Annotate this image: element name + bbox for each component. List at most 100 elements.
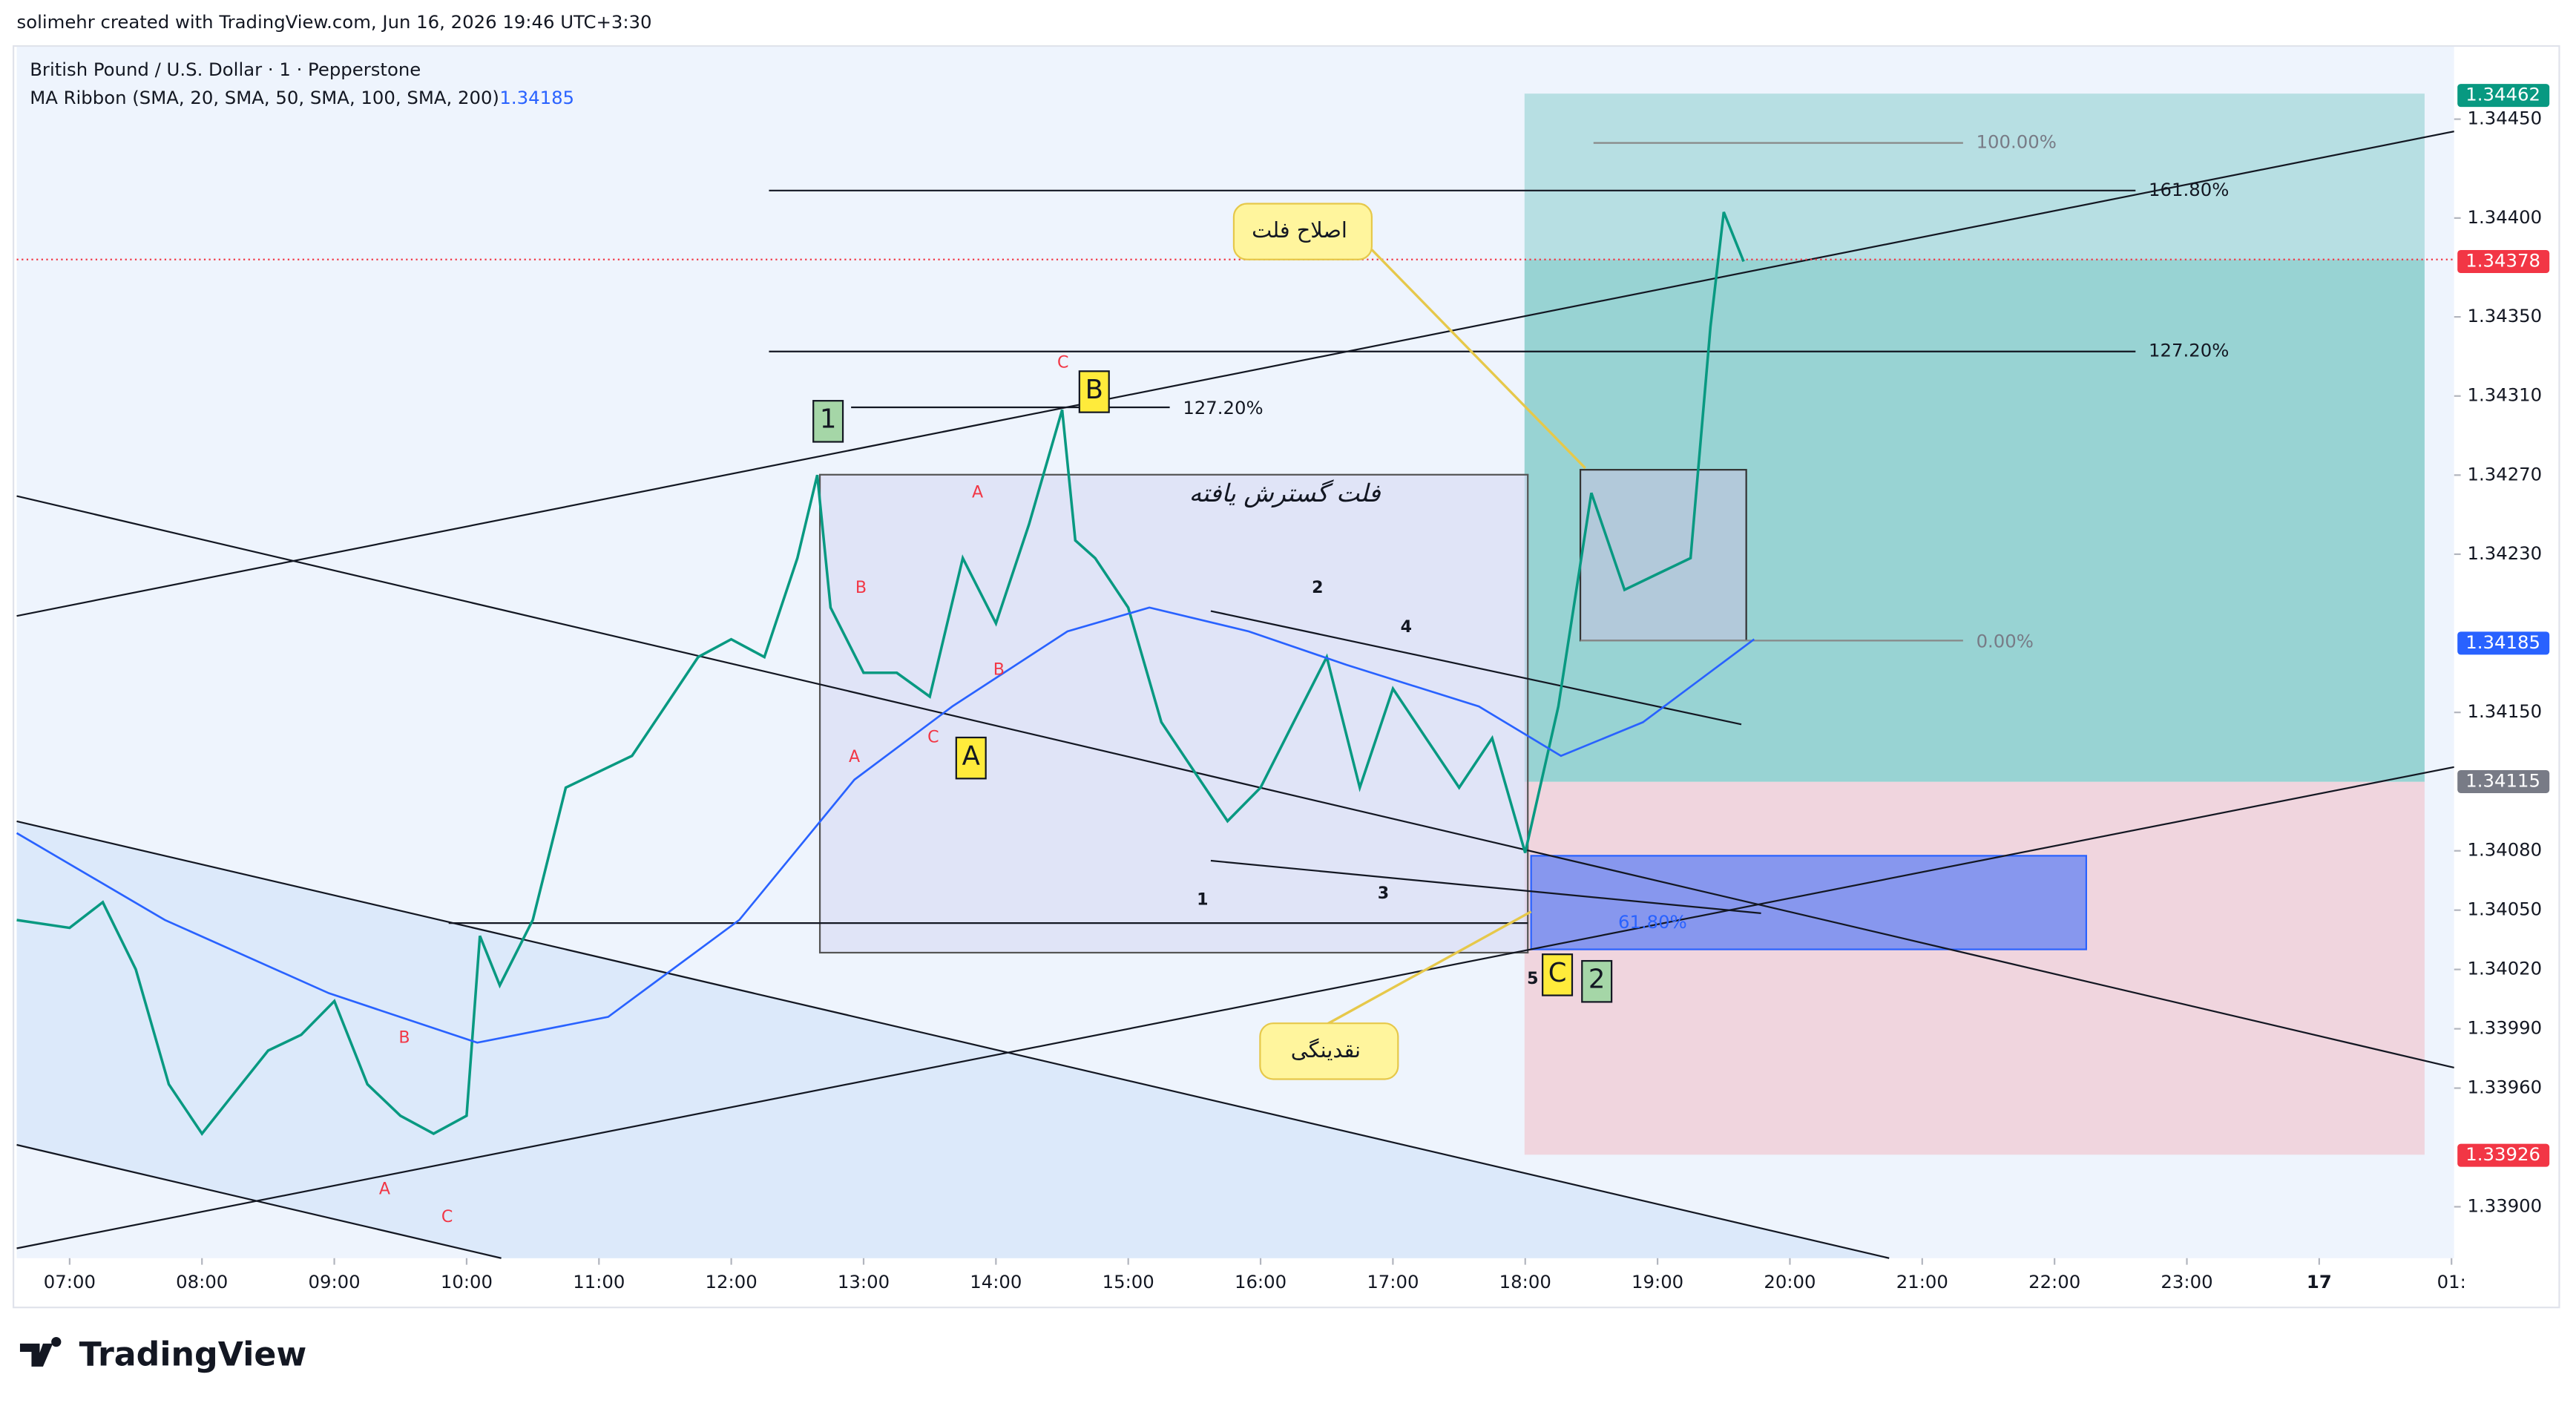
annotation: 1 bbox=[820, 404, 837, 435]
wave-box bbox=[1542, 953, 1574, 996]
y-tick-label: 1.34230 bbox=[2467, 542, 2542, 564]
y-tick-label: 1.34020 bbox=[2467, 958, 2542, 979]
annotation: B bbox=[855, 578, 867, 597]
price-label bbox=[2457, 631, 2550, 655]
indicator-value: 1.34185 bbox=[499, 87, 574, 108]
annotation: 127.20% bbox=[2149, 340, 2229, 361]
annotation: A bbox=[379, 1179, 390, 1198]
annotation: 2 bbox=[1588, 965, 1606, 995]
brand-logo bbox=[19, 1337, 62, 1367]
x-tick-label: 18:00 bbox=[1499, 1271, 1551, 1292]
y-tick-label: 1.34310 bbox=[2467, 384, 2542, 406]
correction-box bbox=[1579, 469, 1747, 642]
y-tick-label: 1.33960 bbox=[2467, 1077, 2542, 1098]
stop-zone bbox=[1524, 781, 2425, 1155]
annotation: فلت گسترش یافته bbox=[1189, 479, 1381, 508]
indicator-name: MA Ribbon (SMA, 20, SMA, 50, SMA, 100, S… bbox=[30, 87, 499, 108]
x-tick-label: 15:00 bbox=[1103, 1271, 1154, 1292]
annotation: نقدینگی bbox=[1291, 1037, 1361, 1062]
price-label-text: 1.34185 bbox=[2465, 631, 2540, 653]
channel-line bbox=[16, 495, 2455, 1069]
chart-border bbox=[12, 45, 2560, 1309]
target-zone bbox=[1524, 93, 2425, 260]
annotation: 4 bbox=[1401, 617, 1412, 637]
price-label bbox=[2457, 1143, 2550, 1167]
y-tick-label: 1.33990 bbox=[2467, 1017, 2542, 1039]
y-tick-label: 1.34050 bbox=[2467, 899, 2542, 920]
price-label-text: 1.34378 bbox=[2465, 249, 2540, 271]
price-label bbox=[2457, 769, 2550, 793]
annotation: 161.80% bbox=[2149, 179, 2229, 200]
wedge-line bbox=[1210, 859, 1761, 914]
annotation: B bbox=[1085, 375, 1103, 405]
x-tick-label: 07:00 bbox=[44, 1271, 96, 1292]
annotation: B bbox=[398, 1028, 410, 1048]
x-tick-label: 20:00 bbox=[1764, 1271, 1816, 1292]
x-tick-label: 16:00 bbox=[1235, 1271, 1287, 1292]
caption: solimehr created with TradingView.com, J… bbox=[17, 11, 652, 33]
channel-line bbox=[16, 131, 2455, 617]
annotation: C bbox=[1548, 958, 1567, 988]
price-label bbox=[2457, 249, 2550, 273]
y-tick-label: 1.34270 bbox=[2467, 463, 2542, 484]
annotation: A bbox=[962, 741, 980, 772]
x-tick-label: 10:00 bbox=[441, 1271, 493, 1292]
x-tick-label: 14:00 bbox=[970, 1271, 1022, 1292]
annotation: A bbox=[849, 747, 860, 766]
brand: TradingView bbox=[79, 1336, 307, 1374]
x-tick-label: 08:00 bbox=[176, 1271, 228, 1292]
wave-box bbox=[955, 736, 987, 780]
callout-box bbox=[1259, 1022, 1399, 1080]
x-tick-label: 17 bbox=[2307, 1271, 2332, 1292]
price-label-text: 1.34462 bbox=[2465, 84, 2540, 105]
annotation: 3 bbox=[1378, 884, 1389, 903]
x-tick-label: 01: bbox=[2437, 1271, 2466, 1292]
callout-pointer bbox=[1321, 910, 1532, 1028]
annotation: اصلاح فلت bbox=[1252, 217, 1347, 243]
x-tick-label: 19:00 bbox=[1632, 1271, 1683, 1292]
wave-box bbox=[1078, 370, 1110, 413]
x-tick-label: 11:00 bbox=[573, 1271, 625, 1292]
callout-pointer bbox=[1370, 249, 1586, 470]
callout-box bbox=[1232, 203, 1373, 260]
price-label-text: 1.33926 bbox=[2465, 1143, 2540, 1165]
y-tick-label: 1.34400 bbox=[2467, 206, 2542, 228]
series-line bbox=[16, 606, 1755, 1044]
y-tick-label: 1.34150 bbox=[2467, 700, 2542, 722]
symbol-title: British Pound / U.S. Dollar · 1 · Pepper… bbox=[30, 59, 421, 80]
annotation: 0.00% bbox=[1977, 631, 2034, 652]
y-tick-label: 1.33900 bbox=[2467, 1195, 2542, 1216]
x-tick-label: 21:00 bbox=[1896, 1271, 1948, 1292]
x-tick-label: 22:00 bbox=[2028, 1271, 2080, 1292]
annotation: A bbox=[972, 483, 983, 502]
price-label bbox=[2457, 84, 2550, 108]
x-tick-label: 17:00 bbox=[1367, 1271, 1419, 1292]
channel-line bbox=[16, 766, 2455, 1249]
annotation: C bbox=[441, 1207, 453, 1226]
series-line bbox=[16, 211, 1745, 1136]
channel-line bbox=[16, 820, 1890, 1259]
x-tick-label: 23:00 bbox=[2161, 1271, 2212, 1292]
annotation: 5 bbox=[1527, 969, 1538, 988]
x-tick-label: 09:00 bbox=[308, 1271, 360, 1292]
annotation: 61.80% bbox=[1618, 911, 1687, 933]
annotation: 100.00% bbox=[1977, 131, 2057, 153]
wave-box bbox=[1581, 959, 1613, 1003]
wave-box bbox=[812, 400, 844, 443]
annotation: C bbox=[1057, 353, 1068, 372]
annotation: 1 bbox=[1197, 890, 1208, 910]
y-tick-label: 1.34350 bbox=[2467, 305, 2542, 326]
wedge-line bbox=[1210, 610, 1742, 726]
liquidity-box bbox=[1530, 855, 2088, 950]
channel-line bbox=[16, 1143, 502, 1259]
annotation: B bbox=[993, 660, 1005, 680]
annotation: 2 bbox=[1312, 578, 1323, 597]
y-tick-label: 1.34450 bbox=[2467, 108, 2542, 129]
channel-fill bbox=[16, 821, 1890, 1258]
drawings bbox=[16, 131, 2455, 1259]
x-tick-label: 12:00 bbox=[706, 1271, 758, 1292]
x-tick-label: 13:00 bbox=[838, 1271, 890, 1292]
price-label-text: 1.34115 bbox=[2465, 769, 2540, 791]
annotation: C bbox=[927, 727, 939, 746]
